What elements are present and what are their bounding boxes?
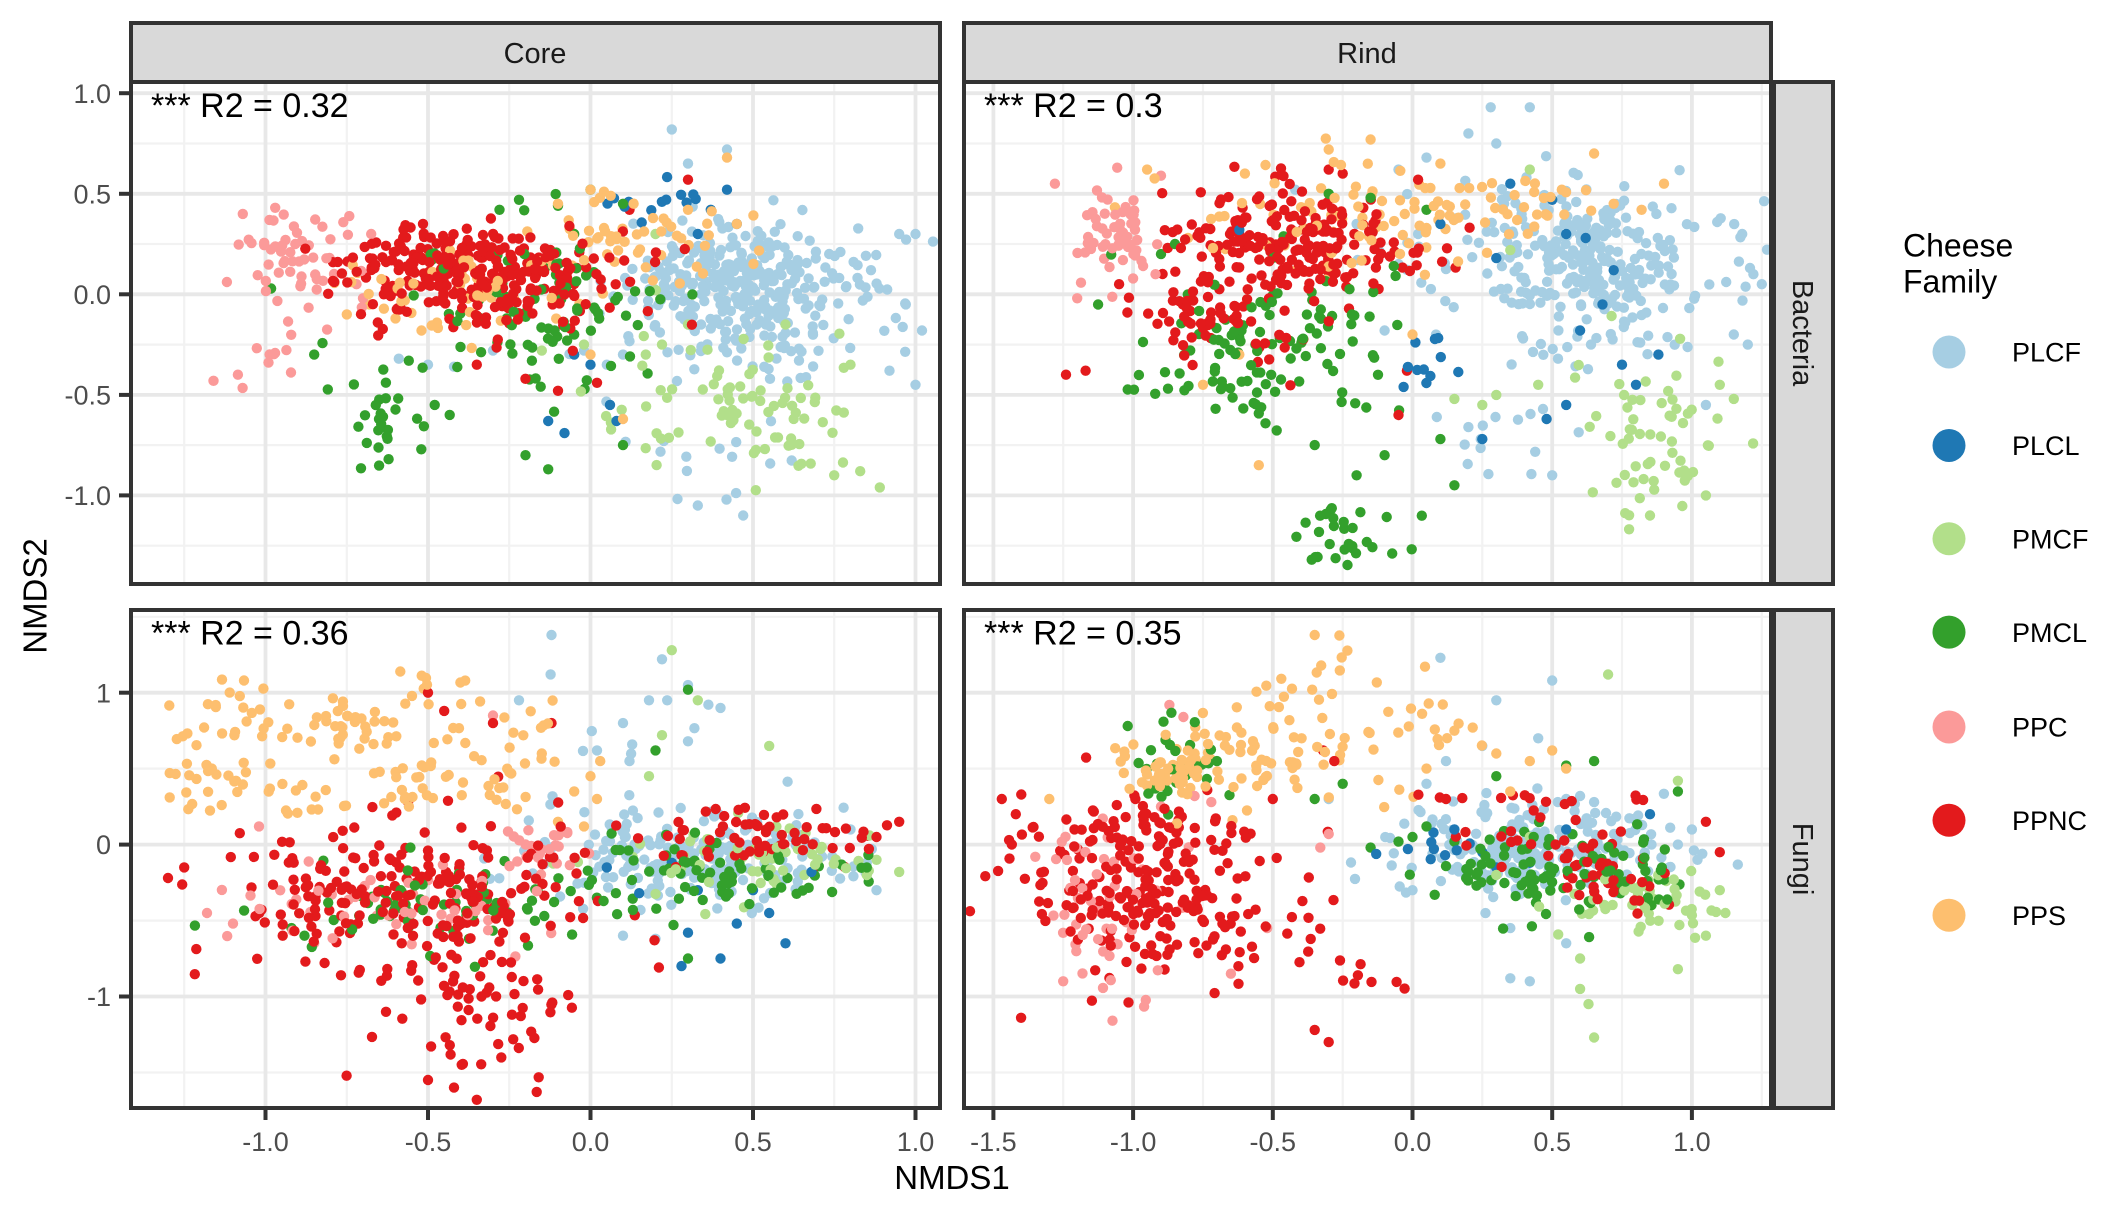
svg-text:NMDS1: NMDS1 xyxy=(894,1159,1010,1196)
svg-text:-1.0: -1.0 xyxy=(1110,1127,1157,1157)
svg-text:-1.0: -1.0 xyxy=(64,481,111,511)
svg-text:0.5: 0.5 xyxy=(73,179,111,209)
svg-text:-1.5: -1.5 xyxy=(970,1127,1017,1157)
svg-text:-0.5: -0.5 xyxy=(1250,1127,1297,1157)
svg-text:*** R2 = 0.32: *** R2 = 0.32 xyxy=(151,87,349,125)
svg-text:*** R2 = 0.3: *** R2 = 0.3 xyxy=(984,87,1163,125)
svg-text:*** R2 = 0.36: *** R2 = 0.36 xyxy=(151,615,349,653)
svg-text:0.0: 0.0 xyxy=(1394,1127,1432,1157)
svg-text:Rind: Rind xyxy=(1337,38,1397,70)
svg-text:0.5: 0.5 xyxy=(1533,1127,1571,1157)
svg-text:-1: -1 xyxy=(87,982,111,1012)
svg-text:0.0: 0.0 xyxy=(572,1127,610,1157)
svg-text:Family: Family xyxy=(1903,263,1997,299)
svg-text:Bacteria: Bacteria xyxy=(1786,280,1818,387)
svg-text:0: 0 xyxy=(96,830,111,860)
svg-text:Core: Core xyxy=(504,38,567,70)
svg-text:1.0: 1.0 xyxy=(1673,1127,1711,1157)
svg-text:NMDS2: NMDS2 xyxy=(17,538,54,654)
svg-text:1.0: 1.0 xyxy=(897,1127,935,1157)
svg-text:Cheese: Cheese xyxy=(1903,228,2013,264)
svg-text:PPC: PPC xyxy=(2012,713,2068,743)
svg-text:PLCL: PLCL xyxy=(2012,431,2080,461)
svg-text:Fungi: Fungi xyxy=(1786,823,1818,896)
svg-text:0.5: 0.5 xyxy=(734,1127,772,1157)
svg-text:1.0: 1.0 xyxy=(73,79,111,109)
svg-text:*** R2 = 0.35: *** R2 = 0.35 xyxy=(984,615,1182,653)
svg-text:PMCF: PMCF xyxy=(2012,525,2089,555)
svg-text:PLCF: PLCF xyxy=(2012,338,2081,368)
svg-text:-0.5: -0.5 xyxy=(64,381,111,411)
svg-text:-1.0: -1.0 xyxy=(242,1127,289,1157)
svg-text:PPNC: PPNC xyxy=(2012,806,2087,836)
svg-text:PPS: PPS xyxy=(2012,901,2066,931)
svg-text:1: 1 xyxy=(96,678,111,708)
svg-text:0.0: 0.0 xyxy=(73,280,111,310)
svg-text:PMCL: PMCL xyxy=(2012,618,2087,648)
svg-text:-0.5: -0.5 xyxy=(405,1127,452,1157)
